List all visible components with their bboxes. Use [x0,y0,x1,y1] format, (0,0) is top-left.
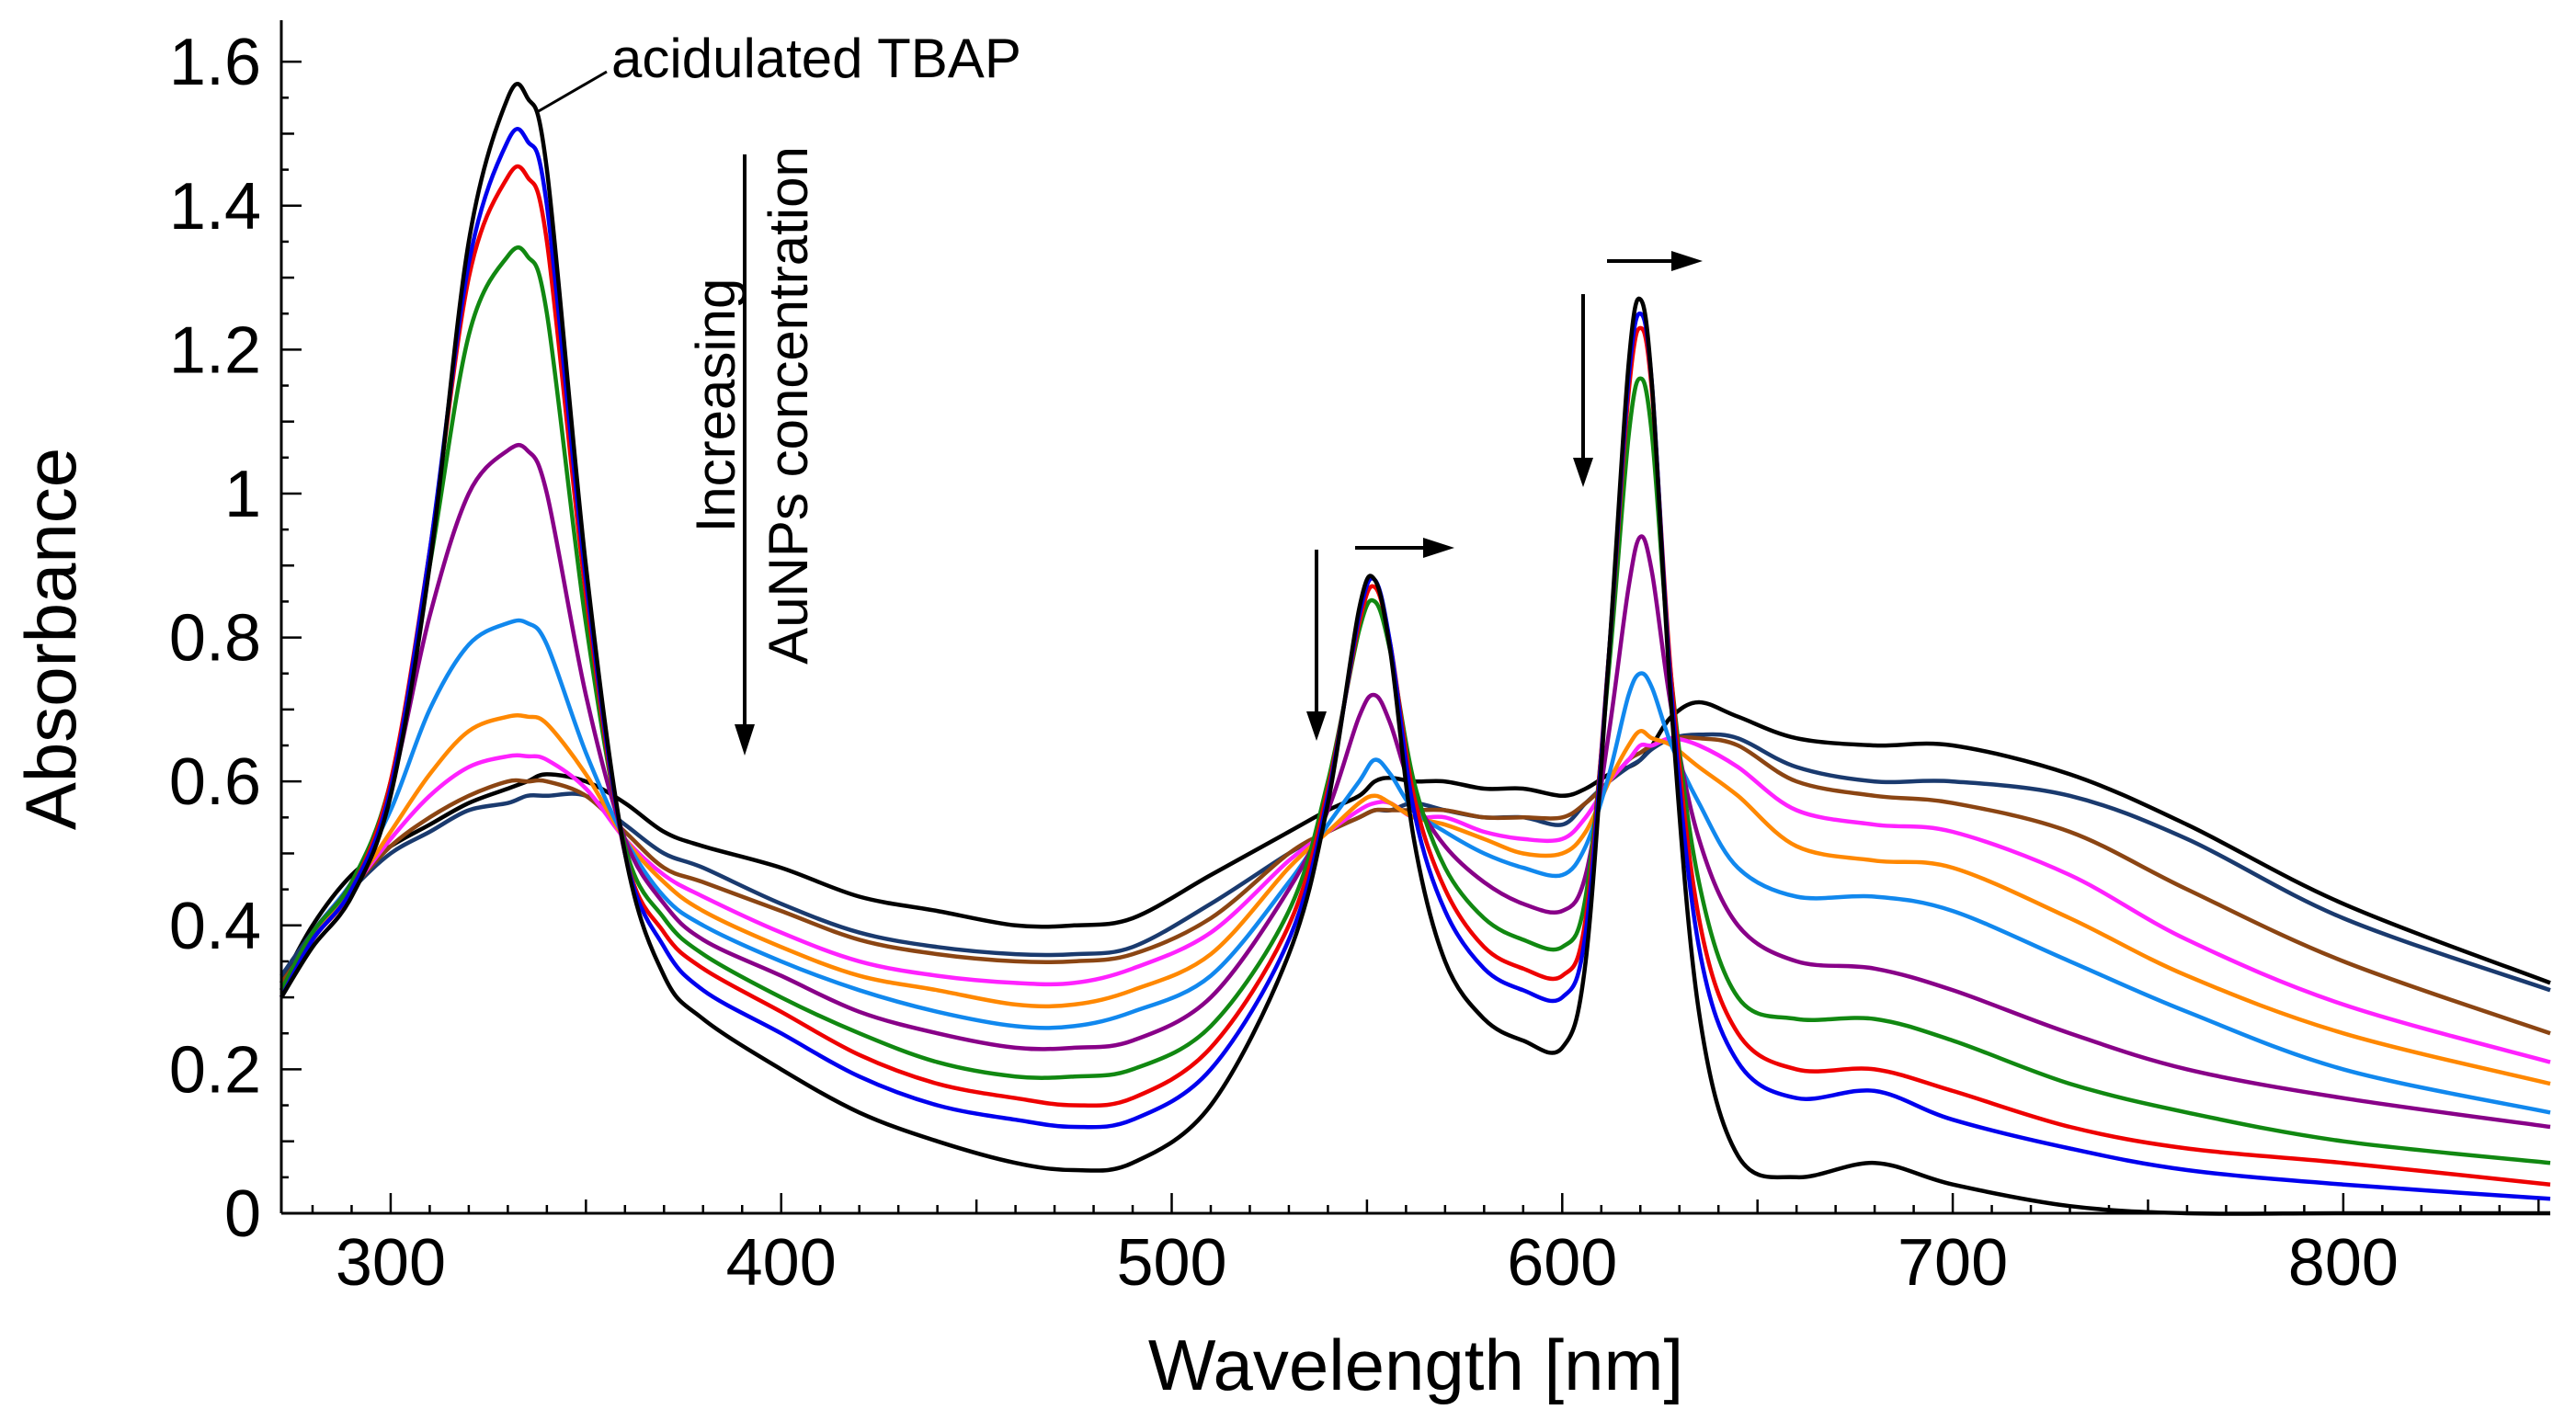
series-line-11 [279,699,2551,985]
y-tick-label: 0 [224,1177,261,1251]
acidulated-tbap-label: acidulated TBAP [611,28,1021,89]
x-tick-label: 600 [1507,1226,1617,1300]
series-line-7 [279,712,2551,1086]
series-line-1 [279,82,2550,1216]
y-tick-label: 1 [224,458,261,531]
y-tick-label: 0.2 [169,1033,261,1107]
x-tick-label: 800 [2288,1226,2399,1300]
auNPs-concentration-label: AuNPs concentration [758,146,819,665]
x-tick-label: 400 [726,1226,837,1300]
series-line-2 [279,127,2551,1201]
y-tick-label: 0.4 [169,890,261,963]
series-line-3 [279,164,2551,1187]
increasing-label: Increasing [685,279,747,533]
ticks-layer: 300 400 500 600 700 800 0 0.2 0.4 0.6 0.8 1 1.2 1.4 1.… [169,26,2540,1300]
acidulated-tbap-leader-line [536,70,608,114]
x-tick-label: 300 [336,1226,446,1300]
series-line-6 [279,618,2551,1115]
arrow-down-550 [1306,550,1327,741]
arrow-right-550 [1355,538,1454,558]
axes-layer [279,20,2550,1215]
y-tick-label: 1.4 [169,170,261,244]
y-tick-label: 0.6 [169,745,261,819]
x-axis-title: Wavelength [nm] [1148,1324,1683,1405]
y-tick-label: 1.6 [169,26,261,99]
increasing-arrow-head [735,724,755,756]
arrow-right-620 [1607,251,1703,271]
x-tick-label: 500 [1116,1226,1226,1300]
arrow-down-620 [1573,294,1593,487]
x-tick-label: 700 [1898,1226,2008,1300]
series-line-9 [279,734,2551,1036]
y-tick-label: 1.2 [169,313,261,387]
series-line-8 [279,735,2551,1064]
series-line-4 [279,245,2551,1165]
series-line-5 [279,442,2551,1130]
series-layer [279,82,2551,1216]
y-tick-label: 0.8 [169,602,261,676]
y-axis-title: Absorbance [10,448,91,830]
